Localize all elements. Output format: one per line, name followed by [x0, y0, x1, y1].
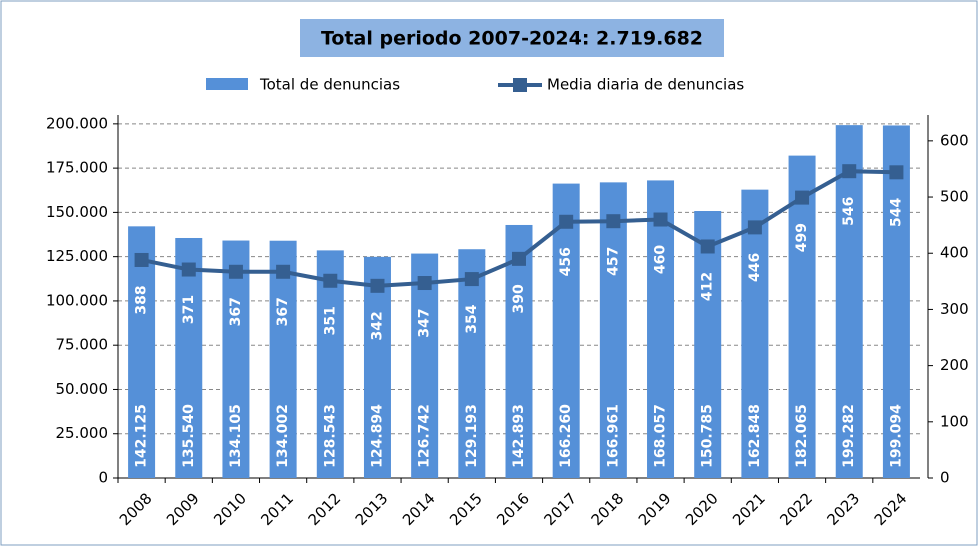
line-marker — [795, 190, 810, 205]
bar — [694, 211, 722, 478]
line-marker — [606, 214, 621, 229]
line-value-label: 456 — [558, 247, 574, 276]
line-marker — [417, 276, 432, 291]
line-value-label: 347 — [417, 308, 433, 337]
line-marker — [559, 214, 574, 229]
bar — [128, 226, 156, 478]
y2-tick-label: 200 — [940, 356, 969, 374]
line-value-label: 351 — [322, 306, 338, 335]
bar-value-label: 135.540 — [181, 404, 197, 468]
chart-title: Total periodo 2007-2024: 2.719.682 — [321, 28, 703, 50]
line-marker — [228, 264, 243, 279]
line-marker — [653, 212, 668, 227]
line-marker — [464, 272, 479, 287]
line-marker — [276, 264, 291, 279]
bar — [882, 125, 910, 478]
y-tick-label: 0 — [98, 469, 108, 487]
bar-value-label: 166.961 — [605, 404, 621, 468]
bar-value-label: 166.260 — [558, 404, 574, 468]
bar — [835, 125, 863, 478]
bar — [222, 240, 250, 478]
line-value-label: 412 — [700, 272, 716, 301]
line-marker — [889, 165, 904, 180]
y2-tick-label: 300 — [940, 300, 969, 318]
bar-value-label: 199.282 — [841, 404, 857, 468]
line-value-label: 354 — [464, 304, 480, 333]
y2-tick-label: 400 — [940, 244, 969, 262]
bar — [316, 250, 344, 478]
bar-value-label: 142.893 — [511, 404, 527, 468]
line-value-label: 342 — [369, 311, 385, 340]
bar — [599, 182, 627, 478]
legend-marker — [513, 78, 527, 92]
bar-value-label: 150.785 — [700, 404, 716, 468]
line-marker — [842, 164, 857, 179]
y-tick-label: 150.000 — [46, 203, 108, 221]
line-value-label: 371 — [181, 295, 197, 324]
y-tick-label: 125.000 — [46, 247, 108, 265]
bar-value-label: 126.742 — [417, 404, 433, 468]
line-marker — [370, 278, 385, 293]
y-tick-label: 200.000 — [46, 114, 108, 132]
bar-value-label: 128.543 — [322, 404, 338, 468]
bar — [788, 155, 816, 478]
line-marker — [747, 220, 762, 235]
line-value-label: 367 — [228, 297, 244, 326]
y-tick-label: 25.000 — [56, 424, 109, 442]
y-tick-label: 100.000 — [46, 291, 108, 309]
y-tick-label: 175.000 — [46, 159, 108, 177]
bar-value-label: 134.002 — [275, 404, 291, 468]
legend-label: Media diaria de denuncias — [547, 76, 744, 94]
line-marker — [134, 252, 149, 267]
line-value-label: 367 — [275, 297, 291, 326]
y-tick-label: 50.000 — [56, 380, 109, 398]
bar-value-label: 168.057 — [653, 404, 669, 468]
bar-value-label: 134.105 — [228, 404, 244, 468]
line-value-label: 544 — [888, 197, 904, 226]
bar — [741, 189, 769, 478]
line-marker — [181, 262, 196, 277]
y2-tick-label: 100 — [940, 412, 969, 430]
line-marker — [700, 239, 715, 254]
bar — [363, 256, 391, 478]
line-value-label: 446 — [747, 253, 763, 282]
bar — [175, 237, 203, 478]
y2-tick-label: 500 — [940, 188, 969, 206]
bar-value-label: 129.193 — [464, 404, 480, 468]
line-value-label: 499 — [794, 223, 810, 252]
line-value-label: 460 — [653, 245, 669, 274]
line-marker — [323, 273, 338, 288]
bar — [458, 249, 486, 478]
legend-swatch — [206, 78, 248, 90]
bar-value-label: 124.894 — [369, 404, 385, 468]
bar-value-label: 142.125 — [134, 404, 150, 468]
bar-value-label: 182.065 — [794, 404, 810, 468]
bar — [552, 183, 580, 478]
line-value-label: 457 — [605, 247, 621, 276]
line-marker — [512, 251, 526, 266]
bar — [505, 224, 533, 478]
legend-label: Total de denuncias — [259, 76, 400, 94]
bar — [411, 253, 439, 478]
bar-value-label: 199.094 — [888, 404, 904, 468]
line-value-label: 390 — [511, 284, 527, 313]
line-value-label: 546 — [841, 197, 857, 226]
bar — [647, 180, 675, 478]
line-value-label: 388 — [134, 285, 150, 314]
bar — [269, 240, 297, 478]
title-box — [300, 19, 724, 57]
y-tick-label: 75.000 — [56, 336, 109, 354]
y2-tick-label: 600 — [940, 131, 969, 149]
y2-tick-label: 0 — [940, 469, 950, 487]
bar-value-label: 162.848 — [747, 404, 763, 468]
